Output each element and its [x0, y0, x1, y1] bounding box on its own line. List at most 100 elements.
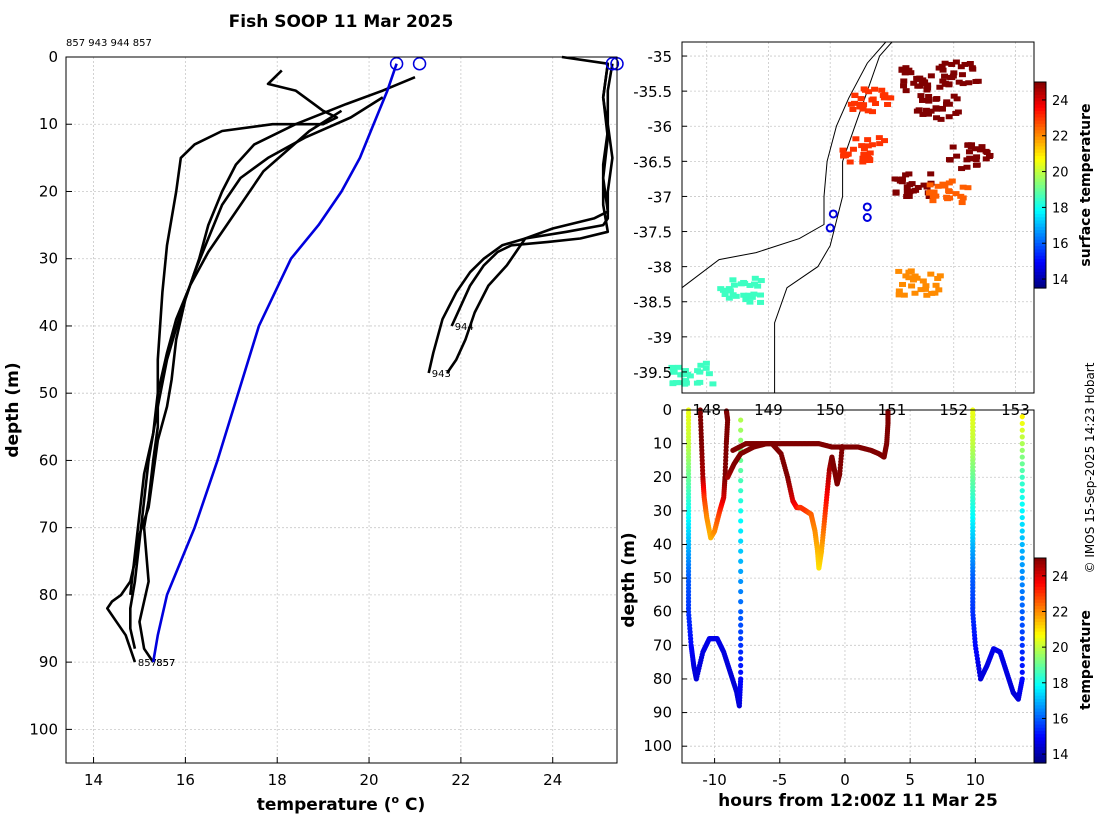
sst-pixel: [915, 83, 923, 89]
sst-pixel: [669, 369, 677, 375]
colorbar-segment: [1034, 615, 1046, 620]
sst-pixel: [908, 283, 916, 289]
profile-end-label: 944: [455, 322, 474, 333]
colorbar-segment: [1034, 730, 1046, 735]
colorbar-segment: [1034, 181, 1046, 186]
sst-pixel: [922, 283, 930, 289]
section-point: [1019, 521, 1025, 527]
section-point: [1019, 629, 1025, 635]
colorbar-segment: [1034, 606, 1046, 610]
sst-pixel: [952, 110, 960, 116]
colorbar-tick-label: 16: [1052, 237, 1069, 252]
sst-pixel: [864, 143, 872, 149]
sst-pixel: [953, 96, 961, 102]
colorbar-segment: [1034, 130, 1046, 135]
sst-pixel: [932, 282, 940, 288]
section-point: [738, 649, 744, 655]
section-x-label: -10: [702, 771, 727, 789]
sst-pixel: [929, 198, 937, 204]
sst-pixel: [694, 368, 702, 374]
y-tick-label: 80: [39, 586, 58, 604]
colorbar-segment: [1034, 644, 1046, 649]
sst-pixel: [917, 93, 925, 99]
sst-pixel: [925, 98, 933, 104]
colorbar-tick-label: 18: [1052, 677, 1069, 692]
sst-pixel: [934, 183, 942, 189]
map-lat-label: -35.5: [633, 83, 672, 101]
sst-pixel: [941, 80, 949, 86]
sst-pixel: [900, 83, 908, 89]
sst-pixel: [964, 142, 972, 148]
colorbar-tick-label: 14: [1052, 748, 1069, 763]
sst-pixel: [937, 116, 945, 122]
sst-pixel: [972, 156, 980, 162]
sst-pixel: [684, 371, 692, 377]
sst-pixel: [858, 143, 866, 149]
section-point: [1019, 622, 1025, 628]
colorbar-segment: [1034, 143, 1046, 147]
sst-pixel: [959, 81, 967, 87]
colorbar-segment: [1034, 679, 1046, 684]
colorbar-segment: [1034, 734, 1046, 738]
section-point: [738, 676, 744, 682]
sst-pixel: [943, 194, 951, 200]
profile-line-943b: [446, 55, 610, 374]
colorbar-segment: [1034, 168, 1046, 173]
sst-pixel: [841, 153, 849, 159]
colorbar-segment: [1034, 88, 1046, 93]
sst-pixel: [857, 96, 865, 102]
colorbar-segment: [1034, 647, 1046, 652]
surface-temperature-colorbar: 14 16 18 20 22 24: [1033, 81, 1069, 289]
sst-pixel: [705, 371, 713, 377]
sst-pixel: [911, 273, 919, 279]
profile-start-cast-start-1: [389, 56, 404, 71]
colorbar-segment: [1034, 698, 1046, 703]
section-point: [1019, 514, 1025, 521]
sst-pixel: [864, 108, 872, 114]
section-point: [1019, 535, 1025, 541]
colorbar-segment: [1034, 149, 1046, 154]
colorbar-segment: [1034, 85, 1046, 90]
colorbar-segment: [1034, 259, 1046, 263]
section-point: [738, 538, 744, 544]
section-point: [1019, 548, 1025, 554]
colorbar-segment: [1034, 191, 1046, 196]
sst-pixel: [905, 171, 913, 177]
colorbar-segment: [1034, 107, 1046, 112]
section-point: [738, 622, 744, 628]
colorbar-segment: [1034, 628, 1046, 633]
colorbar-segment: [1034, 689, 1046, 694]
section-point: [738, 669, 744, 675]
sst-pixel: [900, 292, 908, 298]
colorbar-segment: [1034, 127, 1046, 131]
sst-pixel: [961, 61, 969, 67]
sst-pixel: [948, 61, 956, 67]
sst-pixel: [935, 287, 943, 293]
sst-pixel: [971, 146, 979, 152]
sst-pixel: [849, 146, 857, 152]
colorbar-tick-label: 24: [1052, 570, 1069, 585]
sst-pixel: [923, 292, 931, 298]
sst-pixel: [757, 278, 765, 284]
section-point: [1019, 454, 1025, 460]
profile-y-axis-label: depth (m): [3, 362, 23, 457]
sst-pixel: [865, 156, 873, 162]
sst-pixel: [674, 364, 682, 370]
colorbar-segment: [1034, 634, 1046, 639]
sst-pixel: [943, 99, 951, 105]
colorbar-segment: [1034, 220, 1046, 225]
colorbar-segment: [1034, 622, 1046, 626]
sst-pixel: [865, 89, 873, 95]
sst-pixel: [955, 79, 963, 85]
sst-pixel: [918, 97, 926, 103]
sst-pixel: [953, 153, 961, 159]
sst-pixel: [860, 146, 868, 152]
sst-pixel: [972, 79, 980, 85]
section-point: [1019, 481, 1025, 487]
colorbar-segment: [1034, 117, 1046, 122]
colorbar-segment: [1034, 743, 1046, 748]
section-point: [1019, 575, 1025, 581]
colorbar-segment: [1034, 612, 1046, 617]
section-point: [1019, 447, 1025, 453]
sst-pixel: [860, 86, 868, 92]
